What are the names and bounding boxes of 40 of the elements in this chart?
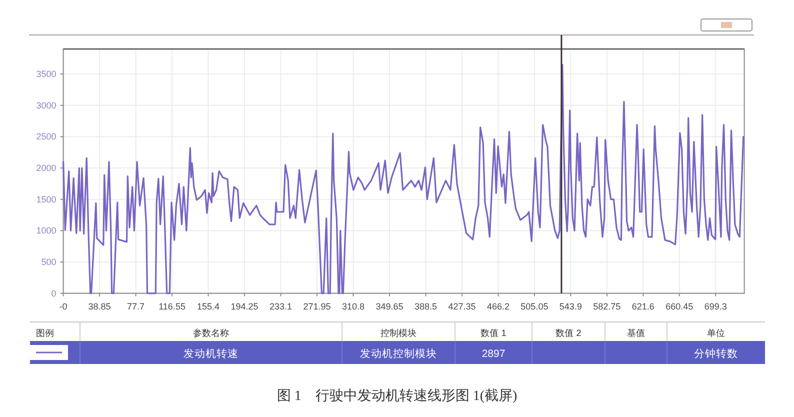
- text: 发动机控制模块: [360, 347, 437, 360]
- x-tick-label: 427.35: [448, 301, 476, 312]
- text: 数值 1: [480, 328, 506, 338]
- x-tick-label: -0: [59, 301, 68, 312]
- text: 数值 2: [556, 328, 582, 338]
- x-tick-label: 194.25: [230, 301, 258, 312]
- x-tick-label: 466.2: [486, 301, 510, 312]
- y-tick-label: 3500: [36, 69, 56, 80]
- x-tick-label: 582.75: [593, 301, 621, 312]
- text: 控制模块: [380, 328, 416, 338]
- x-tick-label: 699.3: [704, 301, 727, 312]
- x-tick-label: 543.9: [559, 301, 582, 312]
- x-tick-label: 505.05: [520, 301, 548, 312]
- y-tick-label: 2000: [36, 163, 56, 174]
- x-tick-label: 271.95: [303, 301, 331, 312]
- x-tick-label: 233.1: [269, 301, 292, 312]
- x-tick-label: 621.6: [632, 301, 654, 312]
- caption: 图 1 行驶中发动机转速线形图 1(截屏): [276, 388, 518, 404]
- x-tick-label: 660.45: [666, 301, 694, 312]
- text: 图例: [36, 328, 54, 338]
- text: 分钟转数: [694, 348, 738, 360]
- x-tick-label: 77.7: [127, 301, 145, 312]
- y-tick-label: 500: [41, 256, 56, 267]
- x-tick-label: 349.65: [376, 301, 404, 312]
- y-tick-label: 2500: [36, 132, 56, 142]
- x-tick-label: 38.85: [88, 301, 111, 312]
- x-tick-label: 155.4: [197, 301, 220, 312]
- x-tick-label: 388.5: [414, 301, 437, 312]
- text: 基值: [627, 328, 645, 338]
- text: 2897: [482, 348, 506, 360]
- x-tick-label: 310.8: [342, 301, 365, 312]
- y-tick-label: 1000: [36, 226, 56, 236]
- text: 发动机转速: [184, 347, 238, 360]
- y-tick-label: 3000: [36, 100, 56, 110]
- y-tick-label: 1500: [36, 194, 56, 204]
- text: 参数名称: [193, 328, 229, 338]
- text: 单位: [707, 328, 725, 338]
- line-series: [62, 64, 744, 294]
- y-tick-label: 0: [51, 288, 56, 298]
- x-tick-label: 116.55: [158, 301, 186, 312]
